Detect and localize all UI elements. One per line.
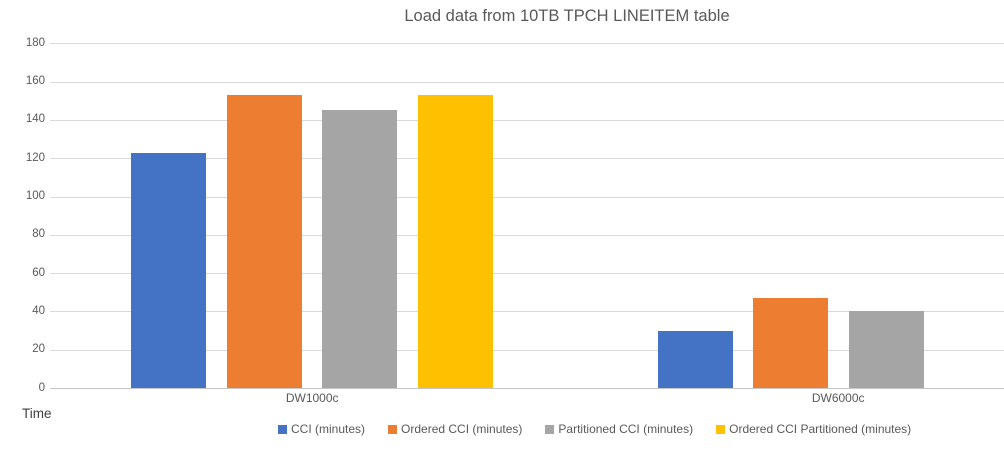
bar-ordered-cci-minutes-dw6000c [753, 298, 828, 388]
gridline [50, 273, 1004, 275]
y-tick-label: 60 [32, 266, 45, 279]
legend-item: Ordered CCI (minutes) [388, 422, 522, 436]
gridline [50, 158, 1004, 160]
y-axis-title: Time [22, 406, 52, 421]
bar-cci-minutes-dw1000c [131, 152, 207, 388]
gridline [50, 119, 1004, 121]
x-category-label: DW1000c [285, 391, 339, 405]
gridline [50, 349, 1004, 351]
y-tick-label: 120 [25, 151, 45, 164]
legend-marker [545, 424, 555, 434]
legend-marker [388, 424, 398, 434]
y-tick-label: 20 [32, 343, 45, 356]
y-tick-label: 0 [38, 381, 45, 394]
bar-ordered-cci-partitioned-minutes-dw1000c [417, 95, 493, 388]
legend-item: Ordered CCI Partitioned (minutes) [716, 422, 911, 436]
x-category-label: DW6000c [811, 391, 865, 405]
x-axis-line [50, 388, 1004, 389]
bar-cci-minutes-dw6000c [657, 330, 733, 389]
gridline [50, 81, 1004, 83]
gridline [50, 234, 1004, 236]
legend-marker [716, 424, 726, 434]
y-tick-label: 180 [25, 36, 45, 49]
legend: CCI (minutes) Ordered CCI (minutes) Partit… [278, 422, 911, 436]
bar-partitioned-cci-minutes-dw1000c [322, 110, 398, 388]
y-tick-label: 140 [25, 113, 45, 126]
y-tick-label: 80 [32, 228, 45, 241]
legend-label: CCI (minutes) [291, 422, 366, 436]
chart-title: Load data from 10TB TPCH LINEITEM table [404, 7, 730, 25]
legend-label: Ordered CCI (minutes) [401, 422, 523, 436]
gridline [50, 311, 1004, 313]
bar-ordered-cci-minutes-dw1000c [226, 95, 302, 388]
y-tick-label: 100 [25, 190, 45, 202]
legend-marker [278, 424, 287, 434]
legend-label: Partitioned CCI (minutes) [558, 422, 694, 436]
gridline [50, 196, 1004, 198]
legend-label: Ordered CCI Partitioned (minutes) [729, 422, 912, 436]
gridline [50, 43, 1004, 45]
bar-partitioned-cci-minutes-dw6000c [848, 311, 924, 388]
y-tick-label: 160 [25, 75, 45, 88]
legend-item: Partitioned CCI (minutes) [545, 422, 693, 436]
legend-item: CCI (minutes) [278, 422, 365, 436]
y-tick-label: 40 [32, 304, 45, 317]
